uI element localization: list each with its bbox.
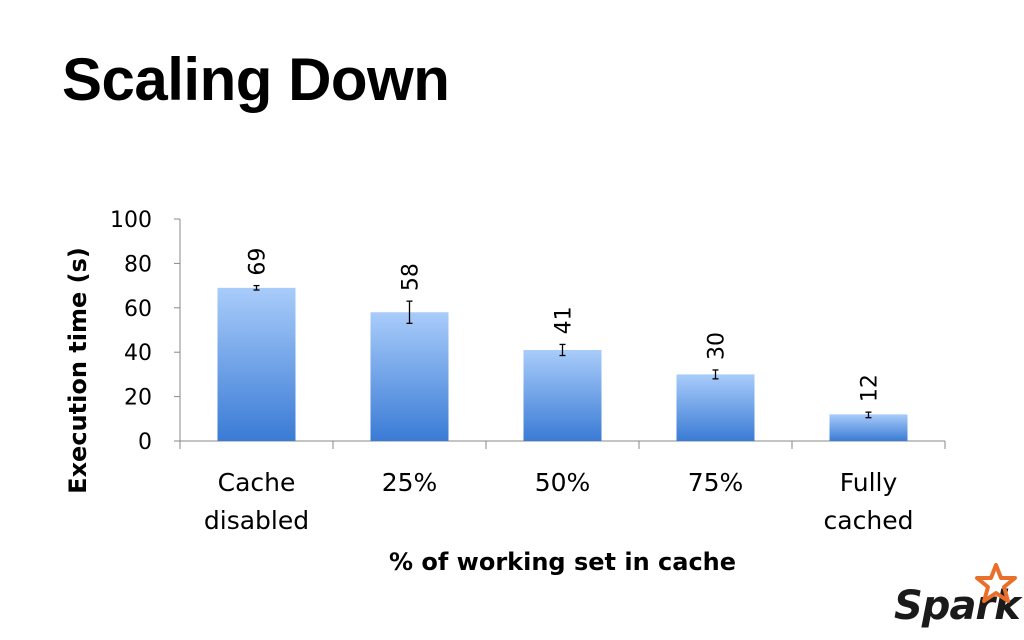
y-tick-label: 40 (124, 341, 152, 366)
data-label: 12 (858, 374, 883, 402)
y-tick-label: 60 (124, 297, 152, 322)
x-tick-label: Cache (218, 468, 296, 497)
data-label: 30 (705, 332, 730, 360)
y-tick-label: 0 (138, 430, 152, 455)
x-axis-title: % of working set in cache (389, 548, 736, 576)
spark-logo: Spark (888, 560, 1024, 640)
spark-logo-text: Spark (894, 583, 1021, 629)
y-tick-label: 100 (110, 208, 152, 233)
x-tick-label: disabled (204, 506, 309, 535)
star-icon (975, 563, 1017, 603)
x-tick-label: 50% (535, 468, 591, 497)
bar (829, 414, 908, 441)
x-tick-label: 75% (688, 468, 744, 497)
data-label: 41 (552, 306, 577, 334)
bar (676, 374, 755, 441)
y-axis-title: Execution time (s) (64, 247, 92, 494)
bar (370, 312, 449, 441)
slide-title: Scaling Down (62, 46, 450, 113)
y-tick-label: 80 (124, 252, 152, 277)
y-tick-label: 20 (124, 386, 152, 411)
bar (523, 349, 602, 441)
x-tick-label: Fully (840, 468, 898, 497)
bar (217, 287, 296, 441)
data-label: 69 (246, 248, 271, 276)
x-tick-label: 25% (382, 468, 438, 497)
x-tick-label: cached (824, 506, 914, 535)
data-label: 58 (399, 263, 424, 291)
